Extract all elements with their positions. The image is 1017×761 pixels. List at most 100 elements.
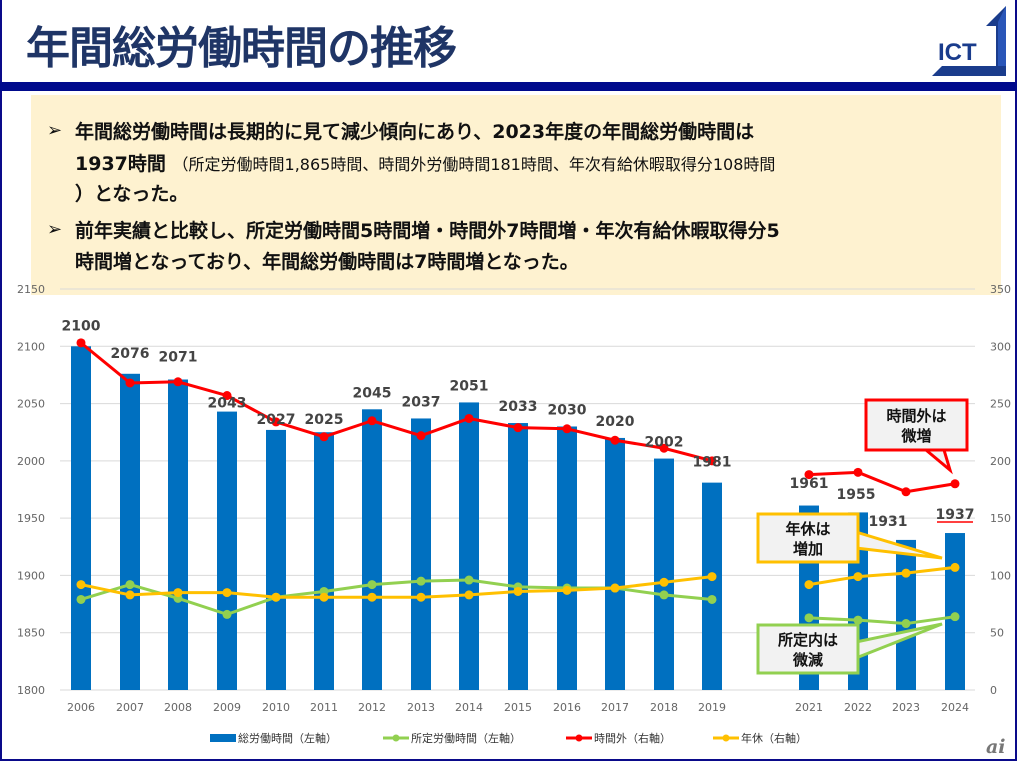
line-overtime-point — [562, 424, 572, 434]
x-axis-tick: 2013 — [407, 701, 435, 714]
callout-paid-leave-line2: 増加 — [793, 540, 823, 558]
bar-total-hours — [120, 373, 140, 690]
line-paid-leave-point — [76, 580, 86, 590]
x-axis-tick: 2021 — [795, 701, 823, 714]
callout-scheduled-box — [756, 623, 860, 675]
line-scheduled-hours-recent-point — [853, 615, 863, 625]
line-overtime-point — [367, 416, 377, 426]
data-label: 1961 — [790, 476, 829, 492]
line-paid-leave-recent-point — [804, 580, 814, 590]
line-paid-leave-recent — [808, 565, 956, 587]
line-overtime-point — [222, 391, 232, 401]
summary-b2-line1: 前年実績と比較し、所定労働時間5時間増・時間外7時間増・年次有給休暇取得分5 — [75, 220, 780, 242]
x-axis-tick: 2012 — [358, 701, 386, 714]
x-axis-tick: 2009 — [213, 701, 241, 714]
line-paid-leave-point — [464, 590, 474, 600]
x-axis-tick: 2014 — [455, 701, 483, 714]
x-axis-tick: 2019 — [698, 701, 726, 714]
line-scheduled-hours-point — [707, 594, 717, 604]
bar-total-hours — [314, 432, 334, 690]
line-overtime-recent — [808, 470, 956, 494]
callout-paid-leave-line1: 年休は — [785, 520, 830, 538]
bar-total-hours — [605, 437, 625, 690]
line-paid-leave — [80, 575, 713, 599]
legend-label: 所定労働時間（左軸） — [411, 731, 521, 745]
work-hours-chart: 1800 1850 1900 1950 2000 2050 2100 2150 0 50 100 15… — [17, 283, 1011, 745]
bar-total-hours — [168, 379, 188, 690]
line-scheduled-hours-point — [125, 580, 135, 590]
line-overtime-recent-point — [853, 467, 863, 477]
right-axis-tick: 0 — [990, 684, 997, 697]
line-scheduled-hours-recent-point — [901, 619, 911, 629]
line-scheduled-hours-point — [222, 609, 232, 619]
data-label: 1981 — [693, 455, 732, 471]
line-paid-leave-recent-point — [950, 562, 960, 572]
legend-swatch-marker — [392, 734, 400, 742]
legend-label: 総労働時間（左軸） — [238, 731, 337, 745]
bar-total-hours — [266, 429, 286, 690]
left-axis-tick: 1950 — [17, 512, 45, 525]
line-overtime — [80, 341, 713, 463]
data-label: 2100 — [62, 318, 101, 334]
bar-total-hours — [654, 458, 674, 690]
line-paid-leave-point — [319, 592, 329, 602]
summary-b1-line3: ）となった。 — [75, 183, 189, 205]
x-axis-tick: 2006 — [67, 701, 95, 714]
bullet-arrow-icon: ➢ — [47, 219, 63, 240]
line-overtime-point — [610, 435, 620, 445]
left-axis-tick: 1800 — [17, 684, 45, 697]
line-scheduled-hours-point — [659, 590, 669, 600]
x-axis-tick: 2022 — [844, 701, 872, 714]
x-axis-tick: 2011 — [310, 701, 338, 714]
data-label: 2043 — [208, 396, 247, 412]
data-label-highlight: 1937 — [936, 507, 975, 523]
line-overtime-recent-point — [804, 470, 814, 480]
left-axis-tick: 2000 — [17, 455, 45, 468]
x-axis-tick: 2015 — [504, 701, 532, 714]
callout-overtime-line1: 時間外は — [886, 407, 946, 425]
line-scheduled-hours-point — [464, 575, 474, 585]
bar-total-hours — [508, 423, 528, 690]
bar-total-hours — [411, 418, 431, 690]
logo-text: ICT — [938, 39, 977, 66]
line-scheduled-hours-point — [416, 576, 426, 586]
left-axis-tick: 1900 — [17, 569, 45, 582]
x-axis-tick: 2016 — [553, 701, 581, 714]
legend-swatch-bar — [210, 734, 236, 742]
right-axis-tick: 50 — [990, 627, 1004, 640]
line-paid-leave-point — [222, 588, 232, 598]
line-overtime-point — [125, 378, 135, 388]
legend-swatch-marker — [722, 734, 730, 742]
x-axis-tick: 2010 — [262, 701, 290, 714]
x-axis-tick: 2007 — [116, 701, 144, 714]
callout-overtime-line2: 微増 — [900, 427, 931, 445]
bar-total-hours — [557, 426, 577, 690]
line-overtime-point — [707, 456, 717, 466]
right-axis-tick: 200 — [990, 455, 1011, 468]
x-axis-tick: 2023 — [892, 701, 920, 714]
x-axis-tick: 2024 — [941, 701, 969, 714]
line-paid-leave-point — [367, 592, 377, 602]
ict-logo: ICT — [932, 6, 1006, 76]
summary-box: ➢ 年間総労働時間は長期的に見て減少傾向にあり、2023年度の年間総労働時間は … — [31, 95, 1001, 295]
line-paid-leave-point — [562, 585, 572, 595]
line-scheduled-hours-recent-point — [950, 612, 960, 622]
x-axis-tick: 2017 — [601, 701, 629, 714]
line-overtime-point — [319, 432, 329, 442]
data-label: 2027 — [257, 412, 296, 428]
line-paid-leave-point — [271, 592, 281, 602]
title-underline-bar — [0, 82, 1017, 91]
line-scheduled-hours-recent-point — [804, 613, 814, 623]
line-overtime-point — [464, 413, 474, 423]
right-axis-tick: 100 — [990, 569, 1011, 582]
x-axis-tick: 2018 — [650, 701, 678, 714]
logo-frame-icon — [932, 6, 1006, 76]
legend-swatch-marker — [575, 734, 583, 742]
right-axis-tick: 150 — [990, 512, 1011, 525]
bar-total-hours — [945, 533, 965, 690]
line-paid-leave-point — [659, 577, 669, 587]
right-axis-tick: 250 — [990, 398, 1011, 411]
right-axis-tick: 350 — [990, 283, 1011, 296]
line-overtime-point — [416, 431, 426, 441]
